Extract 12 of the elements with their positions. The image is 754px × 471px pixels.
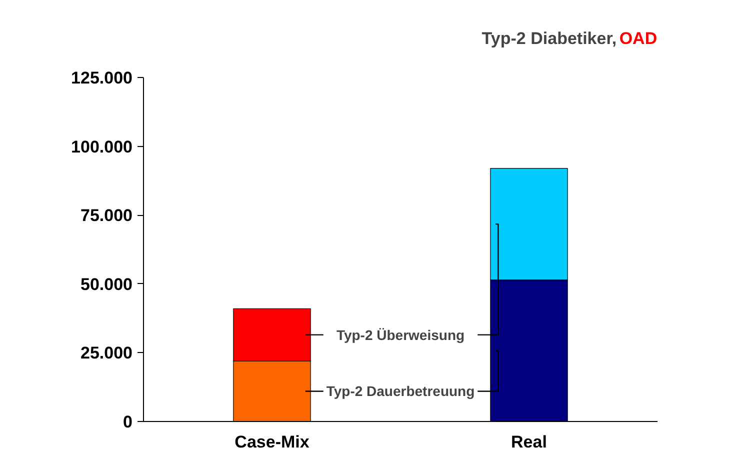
chart-title: Typ-2 Diabetiker, (482, 29, 617, 48)
x-tick-label: Case-Mix (234, 432, 310, 452)
legend-label: Typ-2 Überweisung (336, 326, 465, 343)
y-tick-label: 25.000 (80, 344, 133, 363)
x-tick-label: Real (511, 432, 547, 452)
y-tick-label: 125.000 (71, 68, 132, 88)
y-tick-label: 75.000 (80, 206, 133, 226)
y-tick-label: 50.000 (80, 274, 133, 294)
y-tick-label: 0 (123, 412, 133, 432)
chart-subtitle: OAD (619, 29, 658, 48)
y-tick-label: 100.000 (71, 137, 132, 156)
legend-label: Typ-2 Dauerbetreuung (326, 383, 475, 400)
